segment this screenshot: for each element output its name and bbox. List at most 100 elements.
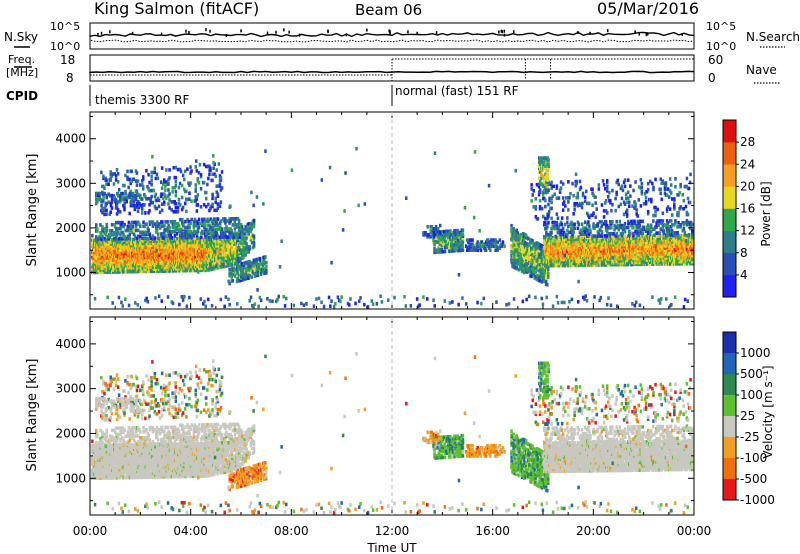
power-cell — [102, 252, 106, 256]
power-cell — [134, 222, 138, 227]
power-cell — [488, 240, 491, 244]
power-cell — [132, 203, 136, 208]
power-cell — [440, 244, 444, 248]
power-cell — [630, 238, 633, 243]
power-cell — [456, 230, 459, 235]
power-cell — [521, 264, 525, 268]
power-cell — [106, 270, 110, 274]
power-cell — [461, 232, 465, 236]
power-cell — [247, 230, 250, 234]
power-cell — [179, 169, 183, 174]
power-cell — [244, 253, 247, 257]
power-cell — [561, 237, 565, 242]
power-cell — [640, 238, 644, 243]
power-cell — [434, 250, 437, 254]
power-cell — [219, 176, 223, 180]
power-cell — [586, 261, 589, 265]
power-cell — [186, 225, 189, 230]
power-cell — [655, 250, 658, 254]
power-cell — [202, 246, 205, 250]
power-cell — [190, 248, 194, 253]
power-cell — [123, 262, 127, 266]
power-cell — [148, 188, 151, 193]
power-cell — [231, 262, 234, 267]
power-cell — [171, 241, 175, 245]
power-cell — [109, 268, 113, 272]
power-cell — [653, 250, 656, 254]
power-cell — [205, 240, 208, 244]
power-cell — [427, 235, 430, 239]
power-cell — [189, 165, 192, 169]
power-cell — [247, 224, 250, 228]
power-cell — [536, 249, 539, 254]
power-cell — [101, 244, 104, 248]
power-cell — [203, 217, 206, 222]
power-cell — [149, 267, 153, 272]
power-cell — [169, 247, 173, 251]
power-cell — [123, 197, 126, 202]
power-cell — [597, 263, 601, 267]
power-cell — [148, 222, 152, 226]
power-cell — [482, 244, 486, 248]
power-cell — [459, 248, 463, 253]
power-cell — [643, 238, 647, 242]
power-cell — [96, 248, 99, 253]
power-cell — [645, 244, 649, 248]
power-cell — [615, 260, 618, 265]
power-cell — [236, 231, 239, 236]
power-cell — [209, 206, 212, 211]
power-cell — [206, 182, 209, 187]
power-cell — [569, 251, 572, 256]
power-cell — [215, 168, 218, 172]
power-cell — [134, 247, 137, 252]
power-cell — [575, 243, 578, 247]
power-cell — [222, 248, 226, 253]
power-cell — [169, 261, 173, 265]
power-cell — [104, 231, 107, 235]
power-cell — [116, 208, 120, 212]
power-cell — [101, 225, 104, 229]
power-cell — [194, 183, 197, 187]
power-cell — [215, 208, 218, 213]
power-cell — [595, 241, 598, 245]
power-cell — [155, 226, 159, 230]
power-cell — [104, 233, 107, 237]
power-cell — [199, 174, 203, 179]
power-cell — [660, 246, 663, 250]
power-cell — [168, 192, 171, 196]
power-cell — [630, 258, 633, 263]
power-cell — [522, 256, 526, 261]
power-cell — [148, 234, 152, 238]
power-cell — [489, 248, 492, 252]
power-cell — [461, 244, 465, 248]
power-cell — [525, 233, 528, 238]
power-cell — [115, 256, 118, 260]
power-cell — [161, 224, 164, 228]
power-cell — [153, 222, 157, 226]
power-cell — [577, 247, 581, 251]
power-cell — [110, 197, 114, 202]
power-cell — [186, 256, 189, 261]
power-cell — [148, 202, 151, 207]
power-cell — [140, 267, 143, 272]
power-cell — [600, 259, 604, 263]
power-cell — [138, 251, 141, 256]
power-cell — [125, 197, 128, 202]
power-cell — [510, 243, 513, 248]
power-cell — [101, 206, 104, 211]
power-cell — [105, 244, 109, 248]
power-cell — [655, 248, 658, 252]
power-cell — [612, 234, 615, 239]
power-cell — [230, 275, 233, 279]
power-cell — [632, 254, 635, 259]
power-cell — [545, 249, 548, 254]
power-cell — [544, 280, 548, 284]
noise-spike — [513, 30, 515, 34]
power-cell — [143, 193, 146, 197]
power-cell — [101, 240, 104, 244]
power-cell — [146, 230, 149, 234]
power-cell — [96, 199, 99, 204]
power-cell — [234, 217, 238, 221]
power-cell — [512, 251, 515, 255]
power-cell — [519, 244, 523, 249]
